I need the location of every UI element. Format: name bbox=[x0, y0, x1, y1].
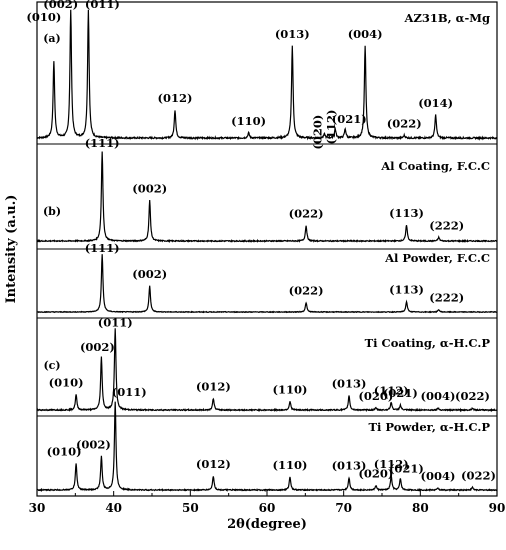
peak-label: (014) bbox=[418, 96, 453, 110]
peak-label: (021) bbox=[389, 462, 424, 476]
peak-label: (002) bbox=[43, 0, 78, 11]
x-tick-label: 50 bbox=[182, 501, 199, 515]
panel-separators bbox=[37, 143, 497, 417]
panel-label-text: (b) bbox=[43, 205, 61, 218]
peak-label: (010) bbox=[26, 10, 61, 24]
peak-label: (022) bbox=[455, 389, 490, 403]
peak-label: (020) bbox=[358, 389, 393, 403]
peak-label: (110) bbox=[231, 114, 266, 128]
x-tick-label: 90 bbox=[489, 501, 506, 515]
peak-label: (012) bbox=[196, 379, 231, 393]
diffraction-traces bbox=[36, 9, 498, 493]
panel-label: (c) bbox=[40, 358, 64, 373]
peak-label: (011) bbox=[85, 0, 120, 11]
series-titles: AZ31B, α-Mg Al Coating, F.C.C Al Powder, F… bbox=[365, 11, 491, 434]
series-title: AZ31B, α-Mg bbox=[404, 11, 490, 25]
peak-label: (002) bbox=[132, 267, 167, 281]
peak-label: (020) bbox=[311, 115, 325, 150]
panel-label-text: (c) bbox=[43, 359, 60, 372]
peak-label: (012) bbox=[196, 457, 231, 471]
peak-label: (113) bbox=[389, 206, 424, 220]
series-title: Ti Coating, α-H.C.P bbox=[365, 336, 491, 350]
peak-label: (112) bbox=[374, 457, 409, 471]
peak-label: (002) bbox=[76, 438, 111, 452]
peak-label: (112) bbox=[324, 110, 338, 145]
peak-labels: (010)(002) (011)(012)(110)(013)(020) (112)… bbox=[26, 0, 495, 483]
x-axis-label: 2θ(degree) bbox=[227, 517, 307, 532]
peak-label: (013) bbox=[332, 459, 367, 473]
peak-label: (022) bbox=[461, 468, 496, 482]
peak-label: (111) bbox=[85, 241, 120, 255]
peak-label: (021) bbox=[383, 386, 418, 400]
series-title: Ti Powder, α-H.C.P bbox=[368, 420, 490, 434]
panel-label: (b) bbox=[40, 204, 64, 219]
series-line bbox=[36, 151, 498, 244]
panel-label-text: (a) bbox=[43, 32, 61, 45]
y-axis-label: Intensity (a.u.) bbox=[4, 195, 19, 304]
series-line bbox=[36, 401, 498, 493]
peak-label: (113) bbox=[389, 283, 424, 297]
series-line bbox=[36, 254, 498, 314]
peak-label: (012) bbox=[158, 91, 193, 105]
peak-label: (004) bbox=[348, 27, 383, 41]
x-tick-label: 60 bbox=[259, 501, 276, 515]
x-tick-label: 40 bbox=[105, 501, 122, 515]
peak-label: (112) bbox=[374, 383, 409, 397]
peak-label: (111) bbox=[85, 136, 120, 150]
peak-label: (022) bbox=[387, 116, 422, 130]
peak-label: (002) bbox=[132, 182, 167, 196]
peak-label: (020) bbox=[358, 467, 393, 481]
peak-label: (011) bbox=[98, 315, 133, 329]
peak-label: (013) bbox=[332, 377, 367, 391]
peak-label: (110) bbox=[273, 382, 308, 396]
peak-label: (013) bbox=[275, 27, 310, 41]
peak-label: (004) bbox=[421, 389, 456, 403]
peak-label: (022) bbox=[289, 207, 324, 221]
x-tick-label: 80 bbox=[412, 501, 429, 515]
peak-label: (222) bbox=[429, 218, 464, 232]
peak-label: (110) bbox=[273, 458, 308, 472]
peak-label: (021) bbox=[332, 112, 367, 126]
peak-label: (004) bbox=[421, 469, 456, 483]
peak-label: (011) bbox=[112, 385, 147, 399]
panel-labels: (a) (b) (c) bbox=[40, 31, 64, 373]
peak-label: (022) bbox=[289, 284, 324, 298]
series-line bbox=[36, 328, 498, 413]
series-title: Al Powder, F.C.C bbox=[384, 251, 490, 265]
peak-label: (222) bbox=[429, 291, 464, 305]
panel-label-bg bbox=[40, 204, 64, 219]
peak-label: (002) bbox=[80, 340, 115, 354]
x-axis: 30 40 50 60 70 80 90 bbox=[29, 491, 506, 515]
x-tick-label: 30 bbox=[29, 501, 46, 515]
panel-label-bg bbox=[40, 31, 64, 46]
panel-label: (a) bbox=[40, 31, 64, 46]
peak-label: (010) bbox=[49, 376, 84, 390]
series-title: Al Coating, F.C.C bbox=[380, 159, 490, 173]
peak-label: (010) bbox=[47, 445, 82, 459]
x-tick-label: 70 bbox=[335, 501, 352, 515]
series-line bbox=[36, 9, 498, 141]
panel-label-bg bbox=[40, 358, 64, 373]
